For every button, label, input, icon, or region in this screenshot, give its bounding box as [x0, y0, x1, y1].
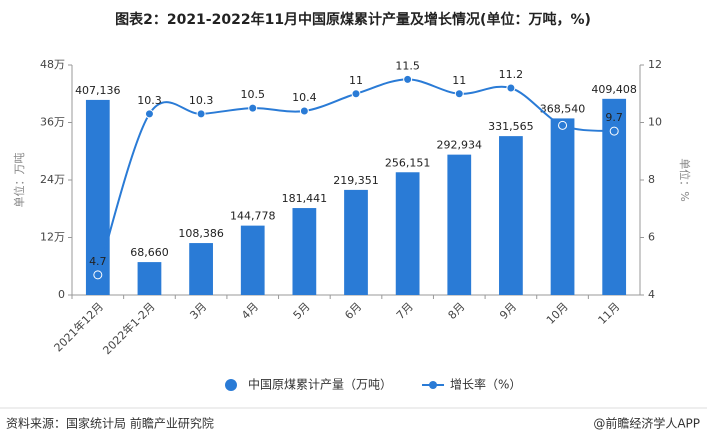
- line-point: [196, 109, 206, 119]
- x-tick-label: 5月: [291, 300, 313, 322]
- line-point: [403, 74, 413, 84]
- line-value-label: 10.3: [137, 94, 162, 107]
- y-tick-label: 0: [58, 288, 65, 301]
- y-tick-label: 48万: [40, 58, 65, 71]
- legend-marker: [429, 381, 438, 389]
- bar: [447, 154, 472, 295]
- line-value-label: 10.3: [189, 94, 214, 107]
- x-tick-label: 11月: [596, 300, 623, 327]
- bar-value-label: 407,136: [75, 84, 121, 97]
- legend-marker: [225, 379, 237, 391]
- bar: [85, 99, 110, 295]
- x-tick-label: 7月: [394, 300, 416, 322]
- legend-label: 中国原煤累计产量（万吨）: [248, 377, 392, 392]
- bar-value-label: 256,151: [385, 156, 431, 169]
- line-point: [506, 83, 516, 93]
- y2-tick-label: 8: [648, 173, 655, 186]
- bar: [240, 225, 265, 295]
- bar: [395, 172, 420, 295]
- line-point: [454, 89, 464, 99]
- bar-value-label: 331,565: [488, 120, 534, 133]
- line-value-label: 10.5: [240, 88, 265, 101]
- x-tick-label: 9月: [497, 300, 519, 322]
- source: 资料来源：国家统计局 前瞻产业研究院: [6, 416, 214, 431]
- y-tick-label: 24万: [40, 173, 65, 186]
- y2-tick-label: 4: [648, 288, 655, 301]
- bar: [344, 189, 368, 295]
- bar-value-label: 68,660: [130, 246, 169, 259]
- bar: [137, 262, 162, 295]
- x-tick-label: 6月: [342, 300, 364, 322]
- x-tick-label: 3月: [187, 300, 209, 322]
- bar: [550, 118, 575, 295]
- y-tick-label: 12万: [40, 231, 65, 244]
- y-tick-label: 36万: [40, 116, 65, 129]
- line-point: [558, 120, 568, 130]
- legend-label: 增长率（%）: [450, 377, 521, 392]
- x-tick-label: 4月: [239, 300, 261, 322]
- bar: [292, 208, 317, 295]
- bar: [602, 98, 627, 295]
- line-point: [144, 109, 154, 119]
- line: [96, 78, 615, 276]
- bar-value-label: 368,540: [540, 102, 586, 115]
- line-point: [93, 270, 103, 280]
- y2-axis-label: 单位：%: [678, 158, 692, 201]
- credit: @前瞻经济学人APP: [593, 416, 700, 431]
- bar-value-label: 181,441: [282, 192, 328, 205]
- bar-value-label: 144,778: [230, 210, 276, 223]
- y2-tick-label: 6: [648, 231, 655, 244]
- line-point: [299, 106, 309, 116]
- line-point: [248, 103, 258, 113]
- y-axis-label: 单位：万吨: [12, 153, 26, 208]
- bar: [189, 243, 213, 295]
- bar-value-label: 219,351: [333, 174, 379, 187]
- bar-value-label: 108,386: [178, 227, 224, 240]
- chart-title: 图表2：2021-2022年11月中国原煤累计产量及增长情况(单位：万吨，%): [115, 11, 591, 28]
- y2-tick-label: 12: [648, 58, 662, 71]
- bar-value-label: 409,408: [591, 83, 637, 96]
- line-value-label: 11: [349, 74, 363, 87]
- x-tick-label: 2022年1-2月: [100, 299, 158, 357]
- line-value-label: 11: [452, 74, 466, 87]
- x-tick-label: 10月: [544, 300, 571, 327]
- line-value-label: 10.4: [292, 91, 317, 104]
- line-point: [351, 89, 361, 99]
- bar-value-label: 292,934: [437, 139, 483, 152]
- x-tick-label: 8月: [446, 300, 468, 322]
- x-tick-label: 2021年12月: [51, 299, 106, 354]
- line-value-label: 9.7: [605, 111, 623, 124]
- bar: [499, 136, 523, 295]
- line-point: [609, 126, 619, 136]
- line-value-label: 11.2: [499, 68, 524, 81]
- line-value-label: 11.5: [395, 59, 420, 72]
- line-value-label: 4.7: [89, 255, 107, 268]
- y2-tick-label: 10: [648, 116, 662, 129]
